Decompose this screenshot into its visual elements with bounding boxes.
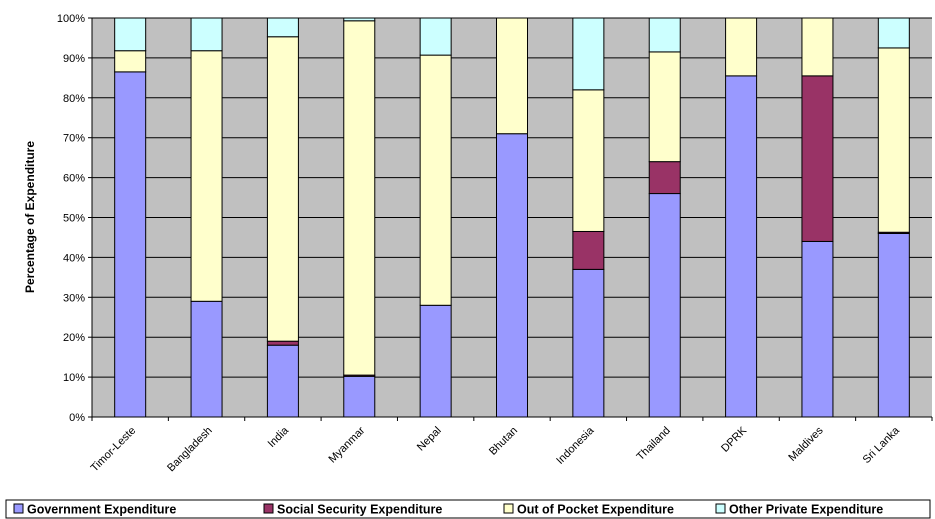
bar-segment (190, 17, 223, 52)
legend-swatch (263, 503, 274, 514)
bar-segment (114, 50, 147, 73)
y-tick-label: 50% (63, 213, 85, 225)
legend-box (5, 499, 931, 519)
bar-segment (801, 17, 834, 77)
bar-segment (114, 17, 147, 52)
legend-swatch (13, 503, 24, 514)
legend-label: Other Private Expenditure (729, 503, 883, 517)
x-tick-label: Nepal (415, 425, 444, 454)
bar-segment (190, 50, 223, 302)
bar-segment (725, 75, 758, 418)
bar-segment (343, 375, 376, 418)
bar-segment (266, 344, 299, 418)
bar-segment (801, 75, 834, 242)
bar-segment (114, 71, 147, 418)
bar-segment (648, 193, 681, 418)
y-tick-label: 20% (63, 332, 85, 344)
x-tick-label: India (266, 424, 292, 450)
x-tick-label: DPRK (719, 424, 750, 455)
y-tick-label: 40% (63, 252, 85, 264)
bar-segment (266, 17, 299, 38)
bar-segment (496, 17, 528, 135)
x-tick-label: Myanmar (326, 424, 367, 465)
legend-label: Out of Pocket Expenditure (517, 503, 674, 517)
y-tick-label: 10% (63, 372, 85, 384)
bar-segment (877, 232, 910, 418)
bars (114, 17, 910, 418)
y-tick-label: 60% (63, 173, 85, 185)
bar-segment (496, 133, 528, 418)
legend-swatch (503, 503, 514, 514)
x-tick-label: Timor-Leste (89, 425, 139, 475)
x-tick-label: Thailand (635, 425, 673, 463)
y-tick-label: 0% (69, 412, 85, 424)
x-tick-label: Bhutan (487, 425, 520, 458)
legend-label: Government Expenditure (27, 503, 176, 517)
y-tick-label: 90% (63, 53, 85, 65)
x-tick-label: Bangladesh (165, 425, 215, 475)
bar-segment (419, 304, 452, 418)
legend: Government Expenditure Social Security Ex… (5, 499, 931, 519)
bar-segment (877, 17, 910, 49)
bar-segment (572, 268, 605, 418)
bar-segment (190, 300, 223, 418)
x-ticks: Timor-Leste Bangladesh India Myanmar Nepal Bh… (89, 417, 933, 475)
bar-segment (572, 17, 605, 91)
bar-segment (572, 230, 605, 270)
legend-label: Social Security Expenditure (277, 503, 442, 517)
y-tick-label: 70% (63, 133, 85, 145)
x-tick-label: Sri Lanka (861, 424, 903, 466)
bar-segment (266, 36, 299, 342)
bar-segment (266, 340, 299, 346)
y-tick-label: 100% (57, 13, 85, 25)
y-tick-label: 30% (63, 292, 85, 304)
bar-segment (648, 17, 681, 53)
bar-segment (648, 161, 681, 195)
bar-segment (877, 47, 910, 233)
bar-segment (572, 89, 605, 232)
legend-swatch (715, 503, 726, 514)
bar-segment (801, 240, 834, 418)
x-tick-label: Indonesia (554, 424, 597, 467)
y-tick-label: 80% (63, 93, 85, 105)
bar-segment (419, 54, 452, 306)
y-ticks: 0% 10% 20% 30% 40% 50% 60% 70% 80% 90% 100% (57, 13, 92, 424)
bar-segment (725, 17, 758, 77)
bar-segment (343, 17, 376, 22)
x-tick-label: Maldives (786, 424, 826, 464)
bar-segment (419, 17, 452, 56)
bar-segment (648, 51, 681, 163)
y-axis-title: Percentage of Expenditure (23, 141, 37, 293)
bar-segment (343, 20, 376, 376)
